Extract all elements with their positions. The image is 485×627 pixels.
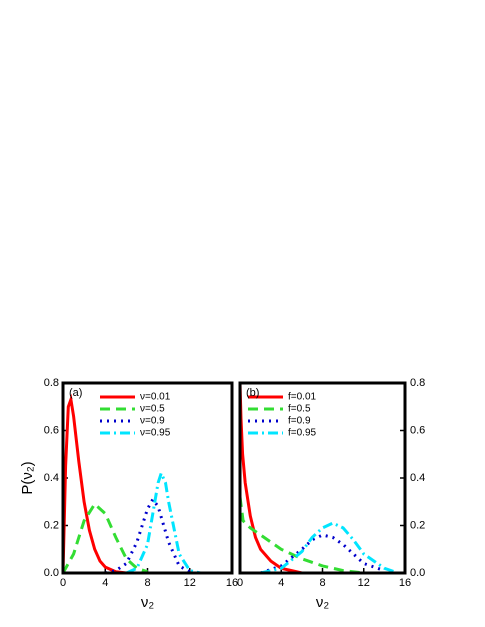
y-tick-label: 0.8 — [44, 377, 59, 389]
x-tick-label: 16 — [226, 577, 238, 589]
y-tick-label: 0.4 — [410, 472, 425, 484]
y-axis-label: P(ν₂) — [19, 461, 36, 494]
x-axis-label: ν₂ — [141, 594, 155, 611]
series-line — [240, 496, 364, 573]
x-tick-label: 8 — [144, 577, 150, 589]
legend-label: f=0.01 — [288, 392, 317, 403]
plot-area — [240, 383, 396, 573]
legend-label: ν=0.9 — [140, 416, 165, 427]
y-tick-label: 0.8 — [410, 377, 425, 389]
legend-label: f=0.9 — [288, 416, 311, 427]
series-line — [260, 521, 396, 573]
y-tick-label: 0.2 — [410, 519, 425, 531]
plot-area — [63, 393, 201, 573]
x-tick-label: 0 — [237, 577, 243, 589]
x-tick-label: 12 — [358, 577, 370, 589]
legend-label: ν=0.01 — [140, 392, 171, 403]
y-tick-label: 0.2 — [44, 519, 59, 531]
y-tick-label: 0.6 — [44, 424, 59, 436]
x-tick-label: 12 — [184, 577, 196, 589]
x-tick-label: 4 — [102, 577, 108, 589]
series-line — [125, 469, 201, 573]
series-line — [63, 501, 148, 573]
series-line — [240, 383, 303, 573]
x-tick-label: 4 — [278, 577, 284, 589]
y-tick-label: 0.6 — [410, 424, 425, 436]
x-tick-label: 8 — [319, 577, 325, 589]
x-tick-label: 0 — [60, 577, 66, 589]
legend-label: ν=0.5 — [140, 404, 165, 415]
legend-label: f=0.5 — [288, 404, 311, 415]
legend-label: f=0.95 — [288, 428, 317, 439]
y-tick-label: 0.0 — [410, 567, 425, 579]
x-tick-label: 16 — [399, 577, 411, 589]
y-tick-label: 0.0 — [44, 567, 59, 579]
x-axis-label: ν₂ — [316, 594, 330, 611]
y-tick-label: 0.4 — [44, 472, 59, 484]
panel-label: (b) — [246, 387, 259, 399]
plot-frame — [61, 381, 234, 575]
legend-label: ν=0.95 — [140, 428, 171, 439]
panel-label: (a) — [69, 387, 82, 399]
plot-frame — [238, 381, 407, 575]
